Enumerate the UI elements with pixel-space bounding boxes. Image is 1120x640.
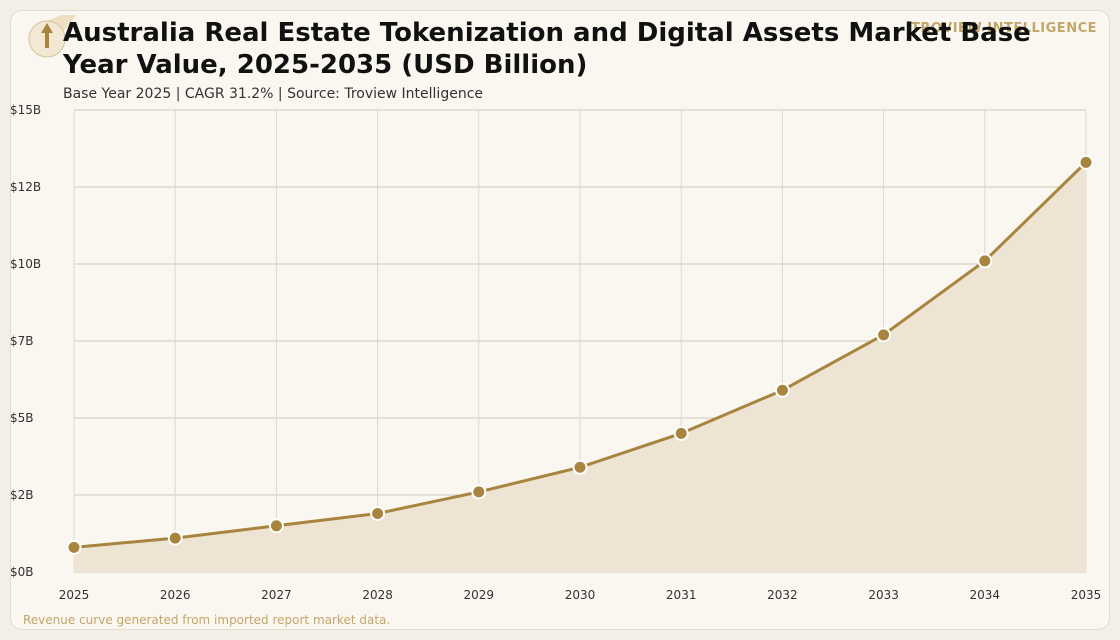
data-point [572, 459, 588, 475]
data-point [1078, 154, 1094, 170]
y-tick-label: $0B [10, 565, 34, 579]
y-tick-label: $7B [10, 334, 34, 348]
x-tick-label: 2026 [160, 588, 191, 602]
y-tick-label: $2B [10, 488, 34, 502]
x-tick-label: 2033 [868, 588, 899, 602]
x-tick-label: 2029 [464, 588, 495, 602]
y-tick-label: $15B [10, 103, 41, 117]
data-point [370, 505, 386, 521]
data-point [774, 382, 790, 398]
x-tick-label: 2035 [1071, 588, 1102, 602]
data-point [66, 539, 82, 555]
series-area [74, 162, 1086, 573]
brand-label: TROVIEW INTELLIGENCE [911, 21, 1097, 36]
data-point [268, 518, 284, 534]
x-tick-label: 2031 [666, 588, 697, 602]
data-point [876, 327, 892, 343]
x-tick-label: 2028 [362, 588, 393, 602]
x-tick-label: 2034 [970, 588, 1001, 602]
data-point [977, 253, 993, 269]
y-tick-label: $10B [10, 257, 41, 271]
x-tick-label: 2027 [261, 588, 292, 602]
y-tick-label: $5B [10, 411, 34, 425]
data-point [167, 530, 183, 546]
chart-subtitle: Base Year 2025 | CAGR 31.2% | Source: Tr… [63, 86, 484, 102]
x-tick-label: 2030 [565, 588, 596, 602]
data-point [673, 425, 689, 441]
chart-title: Australia Real Estate Tokenization and D… [63, 18, 1031, 80]
footnote: Revenue curve generated from imported re… [23, 613, 391, 627]
x-tick-label: 2025 [59, 588, 90, 602]
x-tick-label: 2032 [767, 588, 798, 602]
logo-icon [28, 15, 77, 58]
data-point [471, 484, 487, 500]
y-tick-label: $12B [10, 180, 41, 194]
